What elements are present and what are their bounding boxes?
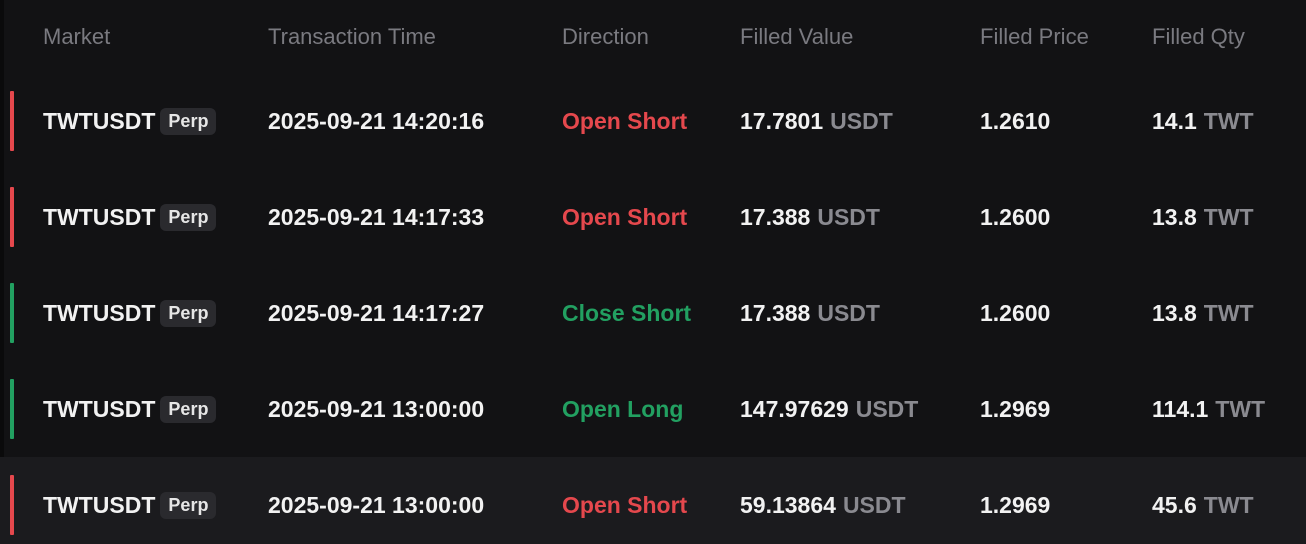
side-indicator-bar: [10, 283, 14, 343]
contract-type-badge: Perp: [160, 491, 217, 519]
direction: Open Short: [562, 203, 688, 230]
table-row[interactable]: TWTUSDT Perp 2025-09-21 14:17:27 Close S…: [0, 265, 1306, 361]
filled-qty: 13.8: [1152, 299, 1197, 326]
filled-qty-cell: 45.6 TWT: [1152, 457, 1254, 544]
filled-value-cell: 17.388 USDT: [740, 265, 880, 361]
direction: Open Short: [562, 491, 688, 518]
direction: Close Short: [562, 299, 692, 326]
transaction-time: 2025-09-21 13:00:00: [268, 395, 485, 422]
filled-qty: 13.8: [1152, 203, 1197, 230]
contract-type-badge: Perp: [160, 107, 217, 135]
filled-qty-cell: 14.1 TWT: [1152, 73, 1254, 169]
market-cell: TWTUSDT Perp: [43, 457, 217, 544]
filled-price: 1.2600: [980, 203, 1051, 230]
filled-qty-cell: 114.1 TWT: [1152, 361, 1265, 457]
filled-value-cell: 17.7801 USDT: [740, 73, 893, 169]
filled-value-unit: USDT: [830, 107, 893, 134]
filled-value: 17.7801: [740, 107, 824, 134]
filled-value: 59.13864: [740, 491, 836, 518]
market-symbol: TWTUSDT: [43, 203, 156, 230]
filled-value: 17.388: [740, 299, 811, 326]
contract-type-badge: Perp: [160, 299, 217, 327]
transaction-time: 2025-09-21 14:17:27: [268, 299, 485, 326]
table-row[interactable]: TWTUSDT Perp 2025-09-21 13:00:00 Open Sh…: [0, 457, 1306, 544]
table-header: Market Transaction Time Direction Filled…: [0, 0, 1306, 74]
market-cell: TWTUSDT Perp: [43, 265, 217, 361]
filled-value: 147.97629: [740, 395, 849, 422]
column-header-transaction-time: Transaction Time: [268, 24, 436, 49]
filled-qty-unit: TWT: [1203, 203, 1254, 230]
contract-type-badge: Perp: [160, 395, 217, 423]
market-cell: TWTUSDT Perp: [43, 169, 217, 265]
market-symbol: TWTUSDT: [43, 395, 156, 422]
filled-price: 1.2969: [980, 491, 1051, 518]
transaction-time: 2025-09-21 14:20:16: [268, 107, 485, 134]
filled-value-cell: 147.97629 USDT: [740, 361, 918, 457]
filled-qty-cell: 13.8 TWT: [1152, 265, 1254, 361]
filled-qty: 45.6: [1152, 491, 1197, 518]
table-row[interactable]: TWTUSDT Perp 2025-09-21 14:20:16 Open Sh…: [0, 73, 1306, 169]
filled-value-cell: 17.388 USDT: [740, 169, 880, 265]
column-header-filled-qty: Filled Qty: [1152, 24, 1245, 49]
filled-qty-cell: 13.8 TWT: [1152, 169, 1254, 265]
contract-type-badge: Perp: [160, 203, 217, 231]
filled-qty-unit: TWT: [1203, 491, 1254, 518]
column-header-market: Market: [43, 24, 111, 49]
column-header-direction: Direction: [562, 24, 649, 49]
side-indicator-bar: [10, 91, 14, 151]
market-cell: TWTUSDT Perp: [43, 73, 217, 169]
filled-price: 1.2610: [980, 107, 1051, 134]
side-indicator-bar: [10, 379, 14, 439]
transaction-time: 2025-09-21 14:17:33: [268, 203, 485, 230]
filled-qty-unit: TWT: [1203, 299, 1254, 326]
filled-value-unit: USDT: [817, 299, 880, 326]
filled-qty: 14.1: [1152, 107, 1197, 134]
market-cell: TWTUSDT Perp: [43, 361, 217, 457]
direction: Open Short: [562, 107, 688, 134]
market-symbol: TWTUSDT: [43, 299, 156, 326]
filled-price: 1.2969: [980, 395, 1051, 422]
filled-value-unit: USDT: [855, 395, 919, 422]
column-header-filled-price: Filled Price: [980, 24, 1089, 49]
left-divider: [0, 0, 4, 544]
side-indicator-bar: [10, 187, 14, 247]
filled-value-cell: 59.13864 USDT: [740, 457, 906, 544]
side-indicator-bar: [10, 475, 14, 535]
table-row[interactable]: TWTUSDT Perp 2025-09-21 13:00:00 Open Lo…: [0, 361, 1306, 457]
market-symbol: TWTUSDT: [43, 491, 156, 518]
transaction-time: 2025-09-21 13:00:00: [268, 491, 485, 518]
filled-value-unit: USDT: [842, 491, 906, 518]
filled-value: 17.388: [740, 203, 811, 230]
filled-value-unit: USDT: [817, 203, 880, 230]
table-row[interactable]: TWTUSDT Perp 2025-09-21 14:17:33 Open Sh…: [0, 169, 1306, 265]
filled-qty-unit: TWT: [1215, 395, 1266, 422]
filled-qty-unit: TWT: [1203, 107, 1254, 134]
column-header-filled-value: Filled Value: [740, 24, 854, 49]
direction: Open Long: [562, 395, 684, 422]
filled-price: 1.2600: [980, 299, 1051, 326]
market-symbol: TWTUSDT: [43, 107, 156, 134]
filled-qty: 114.1: [1152, 395, 1209, 422]
